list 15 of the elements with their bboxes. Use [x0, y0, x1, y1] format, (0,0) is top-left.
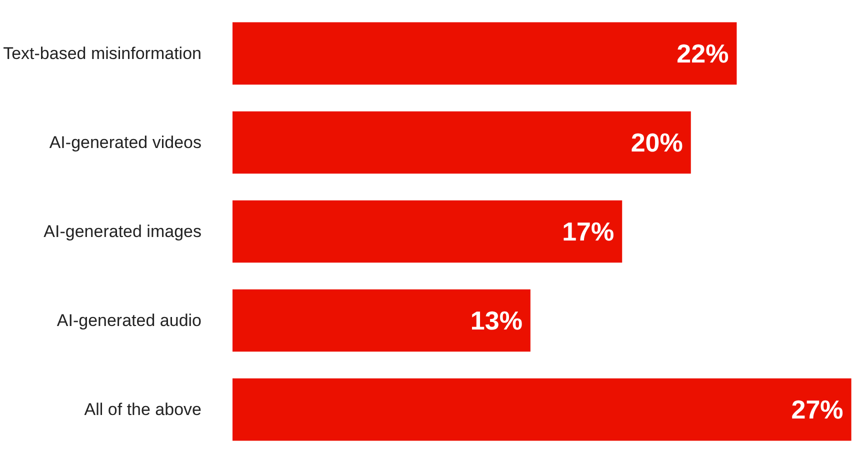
data-label: 20%: [630, 127, 683, 158]
bar: [232, 111, 691, 174]
y-tick-label: All of the above: [84, 400, 202, 420]
data-label: 13%: [470, 306, 522, 336]
bar: [232, 200, 622, 263]
y-tick-label: AI-generated images: [44, 222, 202, 241]
bar: [232, 22, 737, 85]
data-label: 22%: [676, 38, 729, 68]
data-label: 27%: [791, 394, 844, 425]
y-tick-label: Text-based misinformation: [3, 44, 202, 63]
y-tick-label: AI-generated videos: [49, 132, 202, 152]
bar: [232, 378, 852, 441]
y-tick-label: AI-generated audio: [56, 311, 202, 330]
bar: [232, 289, 530, 352]
data-label: 17%: [562, 216, 614, 246]
